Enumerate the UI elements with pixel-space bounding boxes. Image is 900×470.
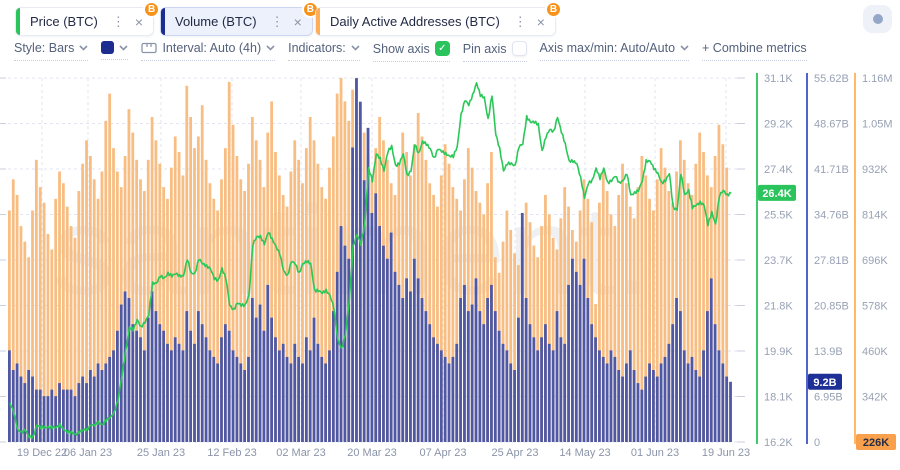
svg-text:932K: 932K xyxy=(862,164,888,176)
tab-label: Volume (BTC) xyxy=(175,14,257,29)
svg-text:226K: 226K xyxy=(863,437,889,449)
svg-text:01 Jun 23: 01 Jun 23 xyxy=(631,447,679,459)
color-swatch xyxy=(101,41,115,54)
svg-text:12 Feb 23: 12 Feb 23 xyxy=(207,447,257,459)
svg-text:29.2K: 29.2K xyxy=(764,119,793,131)
svg-text:48.67B: 48.67B xyxy=(814,119,849,131)
style-dropdown-label: Style: Bars xyxy=(14,41,75,55)
tab-menu-kebab-icon[interactable]: ⋮ xyxy=(513,14,527,29)
tab-price-btc[interactable]: Price (BTC) ⋮ × B xyxy=(15,1,161,36)
tab-color-indicator xyxy=(316,8,320,35)
svg-text:14 May 23: 14 May 23 xyxy=(559,447,610,459)
chevron-down-icon xyxy=(680,45,689,51)
svg-text:06 Jan 23: 06 Jan 23 xyxy=(64,447,112,459)
daily_active_addresses-current-value-badge: 226K xyxy=(856,434,896,450)
svg-text:02 Mar 23: 02 Mar 23 xyxy=(276,447,326,459)
svg-text:20.85B: 20.85B xyxy=(814,301,849,313)
pin-axis-label: Pin axis xyxy=(462,41,507,56)
svg-text:0: 0 xyxy=(814,437,820,449)
svg-text:19.9K: 19.9K xyxy=(764,346,793,358)
indicators-dropdown-label: Indicators: xyxy=(288,41,346,55)
bitcoin-badge-icon: B xyxy=(143,1,161,18)
price-current-value-badge: 26.4K xyxy=(758,184,796,201)
svg-text:18.1K: 18.1K xyxy=(764,392,793,404)
svg-text:19 Dec 22: 19 Dec 22 xyxy=(17,447,67,459)
bitcoin-badge-icon: B xyxy=(544,1,562,18)
tab-label: Price (BTC) xyxy=(30,14,98,29)
chart-toolbar: Style: Bars Interval: Auto (4h) Indicato… xyxy=(0,41,900,66)
svg-text:578K: 578K xyxy=(862,301,888,313)
svg-text:55.62B: 55.62B xyxy=(814,73,849,85)
axis-maxmin-dropdown[interactable]: Axis max/min: Auto/Auto xyxy=(539,41,690,61)
pin-axis-checkbox[interactable] xyxy=(511,41,527,56)
pin-axis-toggle[interactable]: Pin axis xyxy=(462,41,527,62)
chart-area[interactable]: santiment. 31.1K29.2K27.4K25.5K23.7K21.8… xyxy=(0,66,900,470)
show-axis-checkbox[interactable]: ✓ xyxy=(434,41,450,56)
svg-text:25 Apr 23: 25 Apr 23 xyxy=(491,447,538,459)
interval-dropdown-label: Interval: Auto (4h) xyxy=(162,41,262,55)
chart-canvas[interactable]: 31.1K 29.2K 27.4K 25.5K 23.7K 21.8K 19.9K 18.1K… xyxy=(0,66,900,470)
svg-text:26.4K: 26.4K xyxy=(762,188,791,200)
daily_active_addresses-axis[interactable]: 1.16M 1.05M 932K 814K 696K 578K 460K 342K 226K xyxy=(854,73,893,449)
show-axis-label: Show axis xyxy=(372,41,430,56)
indicators-dropdown[interactable]: Indicators: xyxy=(288,41,360,61)
tab-volume-btc[interactable]: Volume (BTC) ⋮ × B xyxy=(160,1,319,36)
chart-options-button[interactable] xyxy=(863,5,892,33)
svg-text:23.7K: 23.7K xyxy=(764,255,793,267)
svg-text:20 Mar 23: 20 Mar 23 xyxy=(347,447,397,459)
tab-close-icon[interactable]: × xyxy=(293,13,302,30)
svg-text:27.81B: 27.81B xyxy=(814,255,849,267)
price-axis[interactable]: 31.1K 29.2K 27.4K 25.5K 23.7K 21.8K 19.9K 18.1K… xyxy=(756,73,793,449)
chevron-down-icon xyxy=(79,45,89,51)
tab-menu-kebab-icon[interactable]: ⋮ xyxy=(111,14,125,29)
combine-metrics-label: + Combine metrics xyxy=(702,41,807,55)
axis-maxmin-label: Axis max/min: Auto/Auto xyxy=(539,41,676,55)
tab-color-indicator xyxy=(16,8,20,35)
svg-text:21.8K: 21.8K xyxy=(764,301,793,313)
svg-text:25 Jan 23: 25 Jan 23 xyxy=(137,447,185,459)
interval-ruler-icon xyxy=(141,42,158,54)
svg-text:31.1K: 31.1K xyxy=(764,73,793,85)
tab-menu-kebab-icon[interactable]: ⋮ xyxy=(270,14,284,29)
chevron-down-icon xyxy=(266,45,275,51)
price-line xyxy=(9,81,732,440)
svg-text:16.2K: 16.2K xyxy=(764,437,793,449)
style-dropdown[interactable]: Style: Bars xyxy=(14,41,89,61)
tab-close-icon[interactable]: × xyxy=(536,13,545,30)
svg-text:27.4K: 27.4K xyxy=(764,164,793,176)
interval-dropdown[interactable]: Interval: Auto (4h) xyxy=(141,41,276,61)
svg-text:25.5K: 25.5K xyxy=(764,210,793,222)
tab-label: Daily Active Addresses (BTC) xyxy=(330,14,500,29)
svg-text:814K: 814K xyxy=(862,210,888,222)
svg-text:9.2B: 9.2B xyxy=(813,377,836,389)
metric-tabs-bar: Price (BTC) ⋮ × B Volume (BTC) ⋮ × B Dai… xyxy=(0,0,900,40)
dot-icon xyxy=(872,14,883,24)
svg-text:696K: 696K xyxy=(862,255,888,267)
svg-text:13.9B: 13.9B xyxy=(814,346,843,358)
svg-text:07 Apr 23: 07 Apr 23 xyxy=(419,447,466,459)
tab-daily-active-addresses-btc[interactable]: Daily Active Addresses (BTC) ⋮ × B xyxy=(315,1,562,36)
axis-tick-marks xyxy=(0,77,745,443)
tab-close-icon[interactable]: × xyxy=(134,13,144,30)
volume-current-value-badge: 9.2B xyxy=(808,373,842,390)
tab-color-indicator xyxy=(161,8,165,35)
svg-text:6.95B: 6.95B xyxy=(814,392,843,404)
svg-text:34.76B: 34.76B xyxy=(814,210,849,222)
svg-text:460K: 460K xyxy=(862,346,888,358)
svg-text:1.05M: 1.05M xyxy=(862,119,893,131)
svg-text:342K: 342K xyxy=(862,392,888,404)
chevron-down-icon xyxy=(351,45,360,51)
svg-text:19 Jun 23: 19 Jun 23 xyxy=(702,447,750,459)
volume-bars-layer xyxy=(8,78,732,442)
svg-text:41.71B: 41.71B xyxy=(814,164,849,176)
volume-axis[interactable]: 55.62B 48.67B 41.71B 34.76B 27.81B 20.85B 13.9… xyxy=(806,73,849,449)
series-color-picker[interactable] xyxy=(101,41,129,60)
show-axis-toggle[interactable]: Show axis ✓ xyxy=(372,41,450,62)
svg-text:1.16M: 1.16M xyxy=(862,73,893,85)
combine-metrics-button[interactable]: + Combine metrics xyxy=(702,41,807,61)
chevron-down-icon xyxy=(119,44,129,51)
